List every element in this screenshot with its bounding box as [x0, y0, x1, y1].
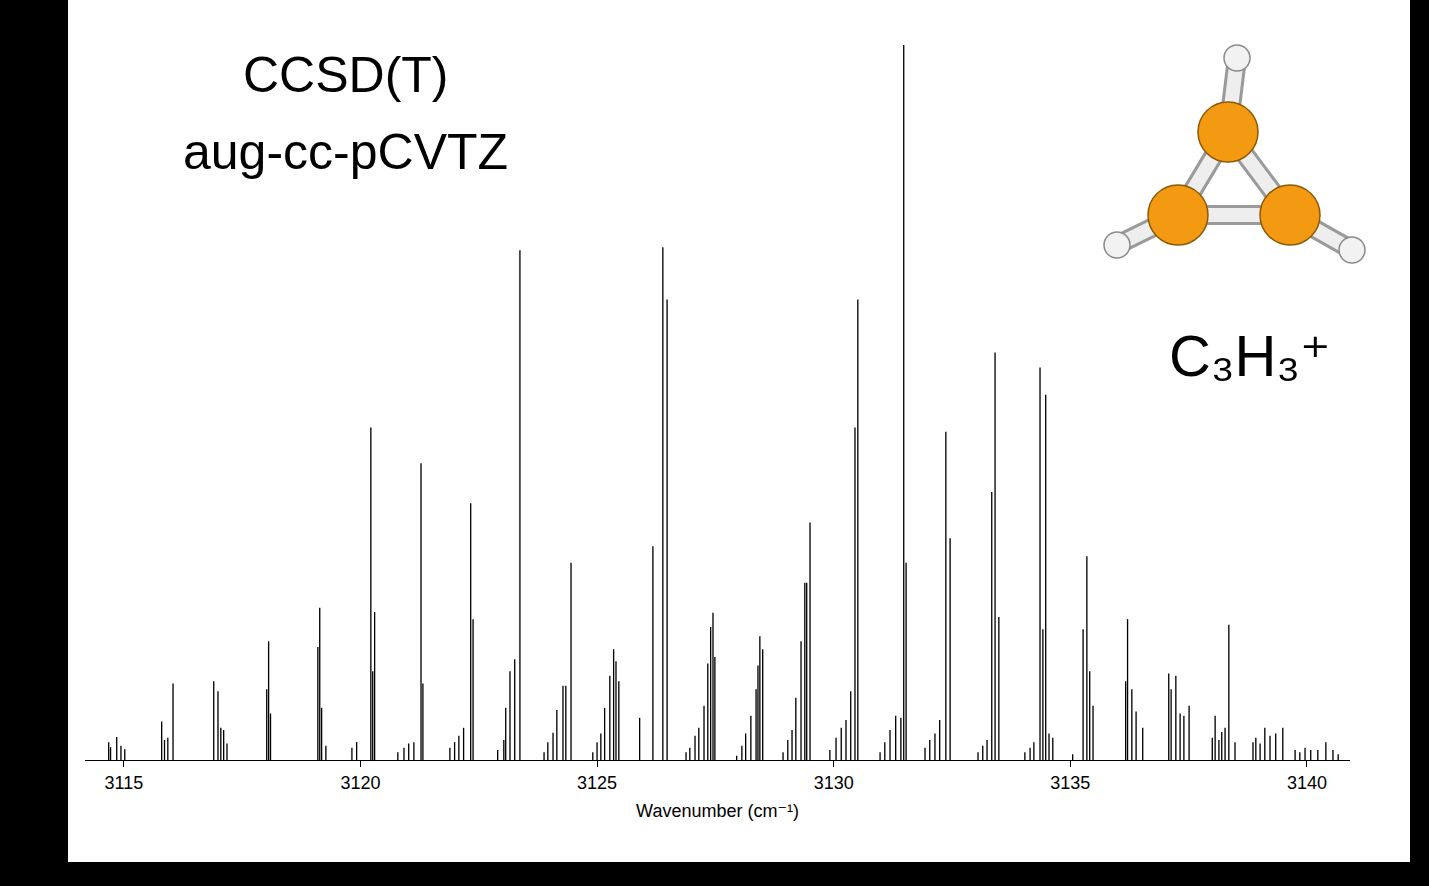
svg-text:3135: 3135 [1050, 773, 1090, 793]
svg-text:3115: 3115 [104, 773, 143, 793]
svg-text:CCSD(T): CCSD(T) [243, 47, 449, 103]
svg-text:3130: 3130 [814, 773, 854, 793]
svg-text:Wavenumber (cm⁻¹): Wavenumber (cm⁻¹) [636, 801, 799, 821]
svg-text:aug-cc-pCVTZ: aug-cc-pCVTZ [183, 124, 508, 180]
svg-text:3140: 3140 [1287, 773, 1327, 793]
svg-text:3120: 3120 [340, 773, 380, 793]
svg-text:3125: 3125 [577, 773, 617, 793]
svg-text:C₃H₃⁺: C₃H₃⁺ [1169, 323, 1331, 388]
